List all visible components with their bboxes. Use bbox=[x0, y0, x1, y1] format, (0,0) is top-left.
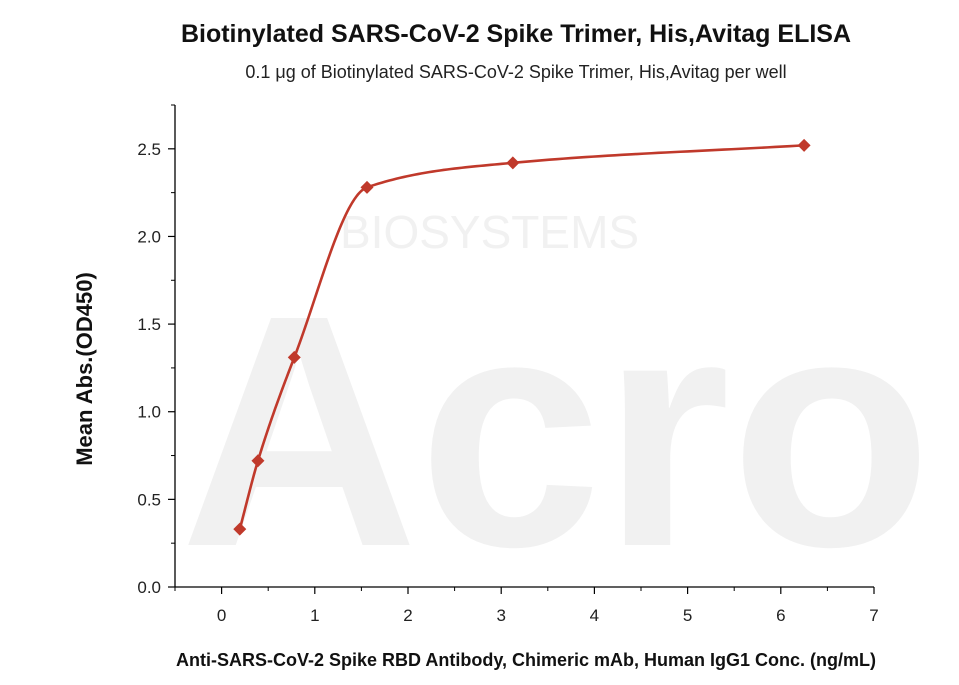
chart-title: Biotinylated SARS-CoV-2 Spike Trimer, Hi… bbox=[181, 20, 851, 48]
x-axis-title: Anti-SARS-CoV-2 Spike RBD Antibody, Chim… bbox=[176, 650, 876, 670]
x-tick-label: 6 bbox=[776, 606, 785, 625]
x-tick-label: 5 bbox=[683, 606, 692, 625]
y-tick-label: 2.0 bbox=[137, 227, 161, 246]
y-axis-title: Mean Abs.(OD450) bbox=[72, 272, 97, 466]
x-tick-label: 4 bbox=[590, 606, 599, 625]
watermark: BIOSYSTEMS Acro bbox=[180, 206, 932, 615]
data-point bbox=[251, 454, 265, 468]
x-tick-label: 7 bbox=[869, 606, 878, 625]
y-tick-label: 1.5 bbox=[137, 315, 161, 334]
data-point bbox=[287, 350, 301, 364]
x-tick-label: 0 bbox=[217, 606, 226, 625]
axes: 0 1 2 3 4 5 6 7 0.0 0.5 1.0 1.5 2.0 2.5 bbox=[137, 104, 879, 625]
y-tick-label: 0.0 bbox=[137, 578, 161, 597]
x-tick-label: 3 bbox=[496, 606, 505, 625]
fit-curve bbox=[238, 144, 805, 530]
y-tick-label: 0.5 bbox=[137, 490, 161, 509]
data-point bbox=[360, 180, 374, 194]
x-tick-label: 1 bbox=[310, 606, 319, 625]
data-point bbox=[797, 138, 811, 152]
y-tick-label: 2.5 bbox=[137, 140, 161, 159]
y-tick-label: 1.0 bbox=[137, 403, 161, 422]
data-points-layer bbox=[233, 138, 811, 536]
watermark-text: BIOSYSTEMS bbox=[340, 206, 639, 258]
x-tick-label: 2 bbox=[403, 606, 412, 625]
chart-subtitle: 0.1 μg of Biotinylated SARS-CoV-2 Spike … bbox=[245, 62, 786, 82]
data-point bbox=[233, 522, 247, 536]
watermark-logo: Acro bbox=[180, 246, 932, 615]
data-point bbox=[506, 156, 520, 170]
fit-curve-layer bbox=[238, 144, 805, 530]
